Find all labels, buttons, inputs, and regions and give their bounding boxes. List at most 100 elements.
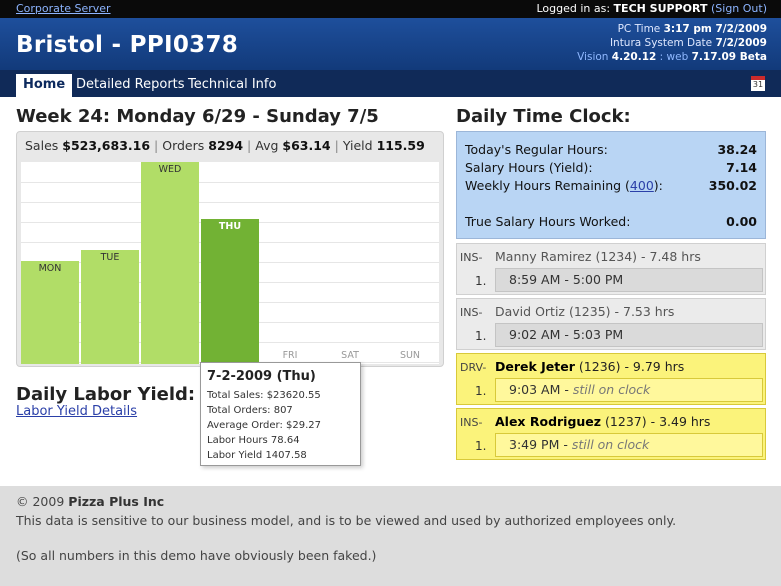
employee-hours: (1235) - 7.53 hrs — [568, 304, 675, 319]
tooltip-title: 7-2-2009 (Thu) — [207, 369, 316, 384]
salary-hours-label: Salary Hours (Yield): — [465, 160, 593, 175]
weekly-remaining-value: 350.02 — [708, 178, 757, 193]
sales-value: $523,683.16 — [62, 138, 151, 153]
day-tooltip: 7-2-2009 (Thu) Total Sales: $23620.55 To… — [200, 362, 361, 466]
true-salary-row: True Salary Hours Worked: 0.00 — [465, 214, 757, 229]
bar-mon[interactable] — [21, 261, 79, 364]
footer-copyright: © 2009 Pizza Plus Inc — [16, 494, 164, 509]
shift-time: 3:49 PM - — [509, 437, 572, 452]
true-salary-value: 0.00 — [726, 214, 757, 229]
tooltip-labor-yield: Labor Yield 1407.58 — [207, 450, 307, 461]
shift-time: 9:03 AM - — [509, 382, 573, 397]
shift-entry[interactable]: 9:02 AM - 5:03 PM — [495, 323, 763, 347]
employee-hours: (1236) - 9.79 hrs — [578, 359, 685, 374]
day-label-thu: THU — [218, 221, 242, 232]
employee-name-text: David Ortiz — [495, 304, 565, 319]
regular-hours-label: Today's Regular Hours: — [465, 142, 608, 157]
employee-name: Manny Ramirez (1234) - 7.48 hrs — [495, 249, 701, 264]
shift-number: 1. — [475, 439, 487, 453]
employee-role: INS- — [460, 416, 483, 429]
orders-label: Orders — [162, 138, 205, 153]
tab-technical-info[interactable]: Technical Info — [188, 77, 277, 92]
week-stats: Sales $523,683.16 | Orders 8294 | Avg $6… — [25, 138, 425, 153]
weekly-remaining-suffix: ): — [653, 178, 663, 193]
logged-in-user: TECH SUPPORT — [613, 2, 708, 15]
vision-version: 4.20.12 — [611, 51, 657, 63]
bar-tue[interactable] — [81, 250, 139, 364]
day-label-wed: WED — [158, 164, 182, 175]
logged-in-label: Logged in as: — [536, 2, 611, 15]
pc-time: 3:17 pm 7/2/2009 — [663, 23, 767, 35]
employee-name: David Ortiz (1235) - 7.53 hrs — [495, 304, 674, 319]
shift-number: 1. — [475, 329, 487, 343]
employee-card: INS- Manny Ramirez (1234) - 7.48 hrs 1. … — [456, 243, 766, 295]
shift-time: 9:02 AM - 5:03 PM — [509, 327, 624, 342]
tooltip-total-orders: Total Orders: 807 — [207, 405, 293, 416]
chart-gridline — [21, 182, 439, 183]
calendar-icon[interactable]: 31 — [751, 76, 765, 91]
footer: © 2009 Pizza Plus Inc This data is sensi… — [0, 486, 781, 586]
weekly-hours-link[interactable]: 400 — [629, 178, 654, 193]
day-label-fri: FRI — [282, 350, 298, 361]
day-label-tue: TUE — [100, 252, 120, 263]
day-label-mon: MON — [38, 263, 62, 274]
tab-detailed-reports[interactable]: Detailed Reports — [76, 77, 185, 92]
day-label-sat: SAT — [341, 350, 359, 361]
bar-thu[interactable] — [201, 219, 259, 364]
chart-gridline — [21, 202, 439, 203]
system-date: 7/2/2009 — [715, 37, 767, 49]
shift-status: still on clock — [572, 382, 651, 397]
employee-name-text: Manny Ramirez — [495, 249, 592, 264]
employee-role: DRV- — [460, 361, 487, 374]
orders-value: 8294 — [208, 138, 244, 153]
time-clock-summary: Today's Regular Hours: 38.24 Salary Hour… — [456, 131, 766, 239]
salary-hours-row: Salary Hours (Yield): 7.14 — [465, 160, 757, 175]
avg-label: Avg — [255, 138, 279, 153]
employee-role: INS- — [460, 251, 483, 264]
company-name: Pizza Plus Inc — [68, 494, 165, 509]
tooltip-average-order: Average Order: $29.27 — [207, 420, 322, 431]
avg-value: $63.14 — [282, 138, 331, 153]
employee-name: Alex Rodriguez (1237) - 3.49 hrs — [495, 414, 710, 429]
copyright-text: © 2009 — [16, 494, 65, 509]
shift-time: 8:59 AM - 5:00 PM — [509, 272, 624, 287]
sales-bar-chart: MON TUE WED THU FRI SAT SUN — [21, 162, 439, 364]
web-version: 7.17.09 Beta — [691, 51, 767, 63]
footer-disclaimer: (So all numbers in this demo have obviou… — [16, 548, 377, 563]
shift-status: still on clock — [571, 437, 650, 452]
shift-entry[interactable]: 9:03 AM - still on clock — [495, 378, 763, 402]
sign-out-link[interactable]: (Sign Out) — [710, 2, 767, 15]
main-nav: Home Detailed Reports Technical Info 31 — [0, 70, 781, 97]
tab-home[interactable]: Home — [16, 74, 73, 97]
login-status: Logged in as: TECH SUPPORT (Sign Out) — [536, 2, 767, 15]
true-salary-label: True Salary Hours Worked: — [465, 214, 631, 229]
shift-entry[interactable]: 8:59 AM - 5:00 PM — [495, 268, 763, 292]
yield-value: 115.59 — [376, 138, 425, 153]
weekly-remaining-label: Weekly Hours Remaining ( — [465, 178, 630, 193]
tooltip-total-sales: Total Sales: $23620.55 — [207, 390, 321, 401]
shift-number: 1. — [475, 384, 487, 398]
week-title: Week 24: Monday 6/29 - Sunday 7/5 — [16, 106, 379, 127]
bar-wed[interactable] — [141, 162, 199, 364]
yield-label: Yield — [342, 138, 373, 153]
salary-hours-value: 7.14 — [726, 160, 757, 175]
shift-entry[interactable]: 3:49 PM - still on clock — [495, 433, 763, 457]
top-bar: Corporate Server Logged in as: TECH SUPP… — [0, 0, 781, 18]
employee-name: Derek Jeter (1236) - 9.79 hrs — [495, 359, 684, 374]
vision-label: Vision — [577, 51, 609, 63]
regular-hours-value: 38.24 — [717, 142, 757, 157]
corporate-server-link[interactable]: Corporate Server — [16, 2, 111, 15]
time-clock-title: Daily Time Clock: — [456, 106, 631, 127]
sales-label: Sales — [25, 138, 59, 153]
employee-name-text: Alex Rodriguez — [495, 414, 602, 429]
system-info: PC Time 3:17 pm 7/2/2009 Intura System D… — [577, 22, 767, 64]
regular-hours-row: Today's Regular Hours: 38.24 — [465, 142, 757, 157]
header: Bristol - PPI0378 PC Time 3:17 pm 7/2/20… — [0, 18, 781, 70]
pc-time-label: PC Time — [617, 23, 661, 35]
tooltip-labor-hours: Labor Hours 78.64 — [207, 435, 300, 446]
employee-name-text: Derek Jeter — [495, 359, 575, 374]
labor-yield-details-link[interactable]: Labor Yield Details — [16, 404, 138, 419]
employee-card: DRV- Derek Jeter (1236) - 9.79 hrs 1. 9:… — [456, 353, 766, 405]
sales-chart-panel: Sales $523,683.16 | Orders 8294 | Avg $6… — [16, 131, 444, 367]
employee-hours: (1234) - 7.48 hrs — [595, 249, 701, 264]
